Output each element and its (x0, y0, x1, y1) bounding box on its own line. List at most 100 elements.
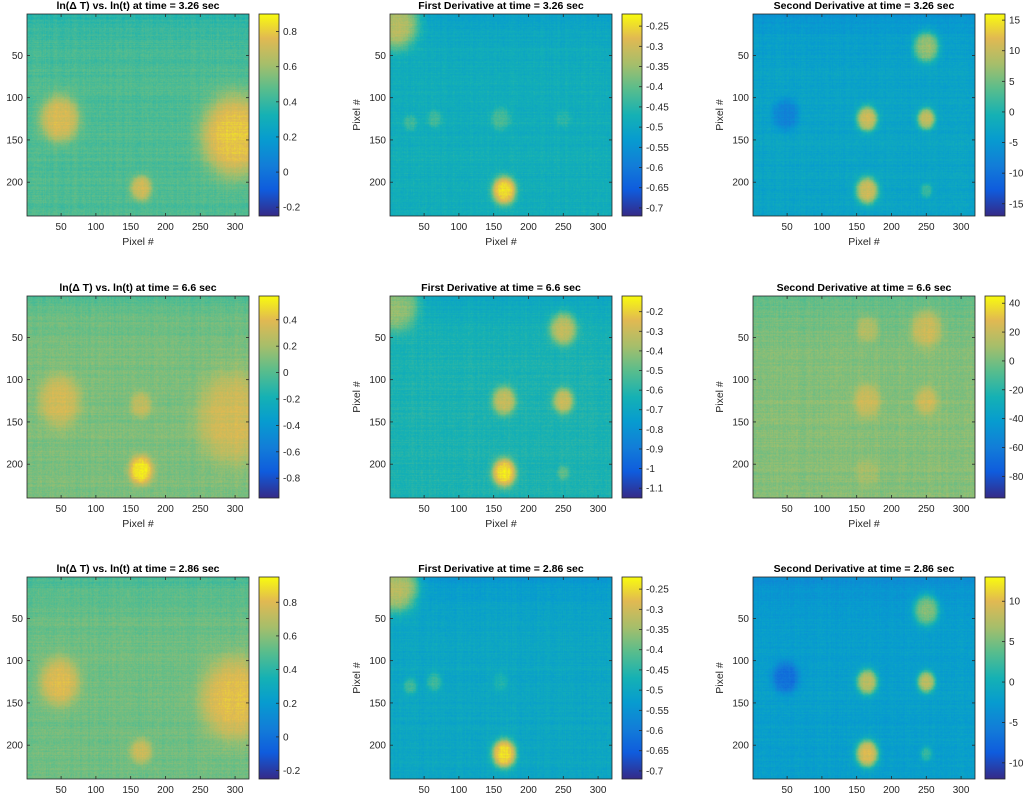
y-tick-label: 200 (369, 178, 386, 189)
x-tick-label: 150 (848, 222, 865, 233)
x-tick-label: 300 (590, 222, 607, 233)
colorbar-tick-label: -5 (1009, 718, 1018, 729)
x-tick-label: 50 (419, 222, 431, 233)
colorbar-tick-label: 0 (283, 732, 289, 743)
colorbar-tick-label: -1 (646, 464, 655, 475)
colorbar-tick-label: -15 (1009, 199, 1024, 210)
y-tick-label: 200 (6, 741, 23, 752)
x-tick-label: 250 (192, 785, 209, 795)
x-tick-label: 100 (814, 504, 831, 515)
axes-box (389, 13, 613, 217)
y-axis-label: Pixel # (351, 99, 363, 131)
axes-box (26, 295, 250, 499)
x-tick-label: 300 (953, 785, 970, 795)
x-tick-label: 100 (451, 222, 468, 233)
colorbar-tick-label: -0.2 (646, 307, 664, 318)
colorbar-tick-label: 20 (1009, 328, 1021, 339)
colorbar-tick-label: 0.4 (283, 315, 297, 326)
y-tick-label: 150 (6, 698, 23, 709)
colorbar-tick-label: -0.7 (646, 766, 664, 777)
y-tick-label: 50 (375, 51, 387, 62)
colorbar-tick-label: -10 (1009, 758, 1024, 769)
y-tick-label: 200 (6, 460, 23, 471)
colorbar-tick-label: -0.4 (646, 82, 664, 93)
y-tick-label: 50 (738, 51, 750, 62)
colorbar (258, 576, 280, 780)
x-tick-label: 50 (419, 785, 431, 795)
x-tick-label: 250 (555, 504, 572, 515)
y-tick-label: 100 (369, 375, 386, 386)
colorbar-tick-label: -0.8 (283, 474, 301, 485)
y-tick-label: 200 (732, 460, 749, 471)
x-tick-label: 200 (157, 504, 174, 515)
colorbar-tick-label: -0.7 (646, 203, 664, 214)
colorbar-tick-label: 10 (1009, 597, 1021, 608)
y-axis-label: Pixel # (714, 99, 726, 131)
x-tick-label: 200 (883, 785, 900, 795)
x-tick-label: 250 (555, 785, 572, 795)
x-axis-label: Pixel # (848, 518, 880, 530)
colorbar-tick-label: -0.55 (646, 143, 669, 154)
colorbar-tick-label: -0.55 (646, 706, 669, 717)
colorbar-tick-label: -40 (1009, 414, 1024, 425)
panel-title: Second Derivative at time = 2.86 sec (774, 563, 955, 575)
x-tick-label: 250 (918, 504, 935, 515)
x-tick-label: 50 (419, 504, 431, 515)
x-tick-label: 300 (590, 785, 607, 795)
y-tick-label: 50 (738, 614, 750, 625)
colorbar-tick-label: 40 (1009, 299, 1021, 310)
y-tick-label: 50 (375, 333, 387, 344)
axes-box (389, 576, 613, 780)
panel-title: ln(Δ T) vs. ln(t) at time = 6.6 sec (59, 282, 216, 294)
colorbar-tick-label: -0.25 (646, 22, 669, 33)
y-tick-label: 100 (6, 375, 23, 386)
x-tick-label: 300 (227, 222, 244, 233)
colorbar-tick-label: -0.2 (283, 203, 301, 214)
colorbar-tick-label: 0 (1009, 107, 1015, 118)
x-tick-label: 150 (848, 504, 865, 515)
y-tick-label: 150 (6, 135, 23, 146)
colorbar-tick-label: 0.6 (283, 631, 297, 642)
y-tick-label: 100 (6, 656, 23, 667)
heatmap-image (27, 296, 249, 498)
y-tick-label: 200 (732, 178, 749, 189)
colorbar-tick-label: -0.4 (283, 421, 301, 432)
colorbar-tick-label: 15 (1009, 16, 1021, 27)
panel-title: First Derivative at time = 6.6 sec (421, 282, 581, 294)
x-tick-label: 50 (56, 222, 68, 233)
y-axis-label: Pixel # (351, 662, 363, 694)
y-tick-label: 150 (369, 698, 386, 709)
colorbar-tick-label: -10 (1009, 169, 1024, 180)
heatmap-image (753, 296, 975, 498)
colorbar (258, 13, 280, 217)
colorbar-tick-label: -0.6 (283, 447, 301, 458)
colorbar-tick-label: -0.25 (646, 585, 669, 596)
colorbar-tick-label: -0.6 (646, 386, 664, 397)
x-tick-label: 300 (227, 504, 244, 515)
colorbar-tick-label: -0.6 (646, 163, 664, 174)
panel-title: ln(Δ T) vs. ln(t) at time = 3.26 sec (56, 0, 219, 12)
colorbar (984, 295, 1006, 499)
colorbar-tick-label: -0.4 (646, 645, 664, 656)
colorbar-tick-label: 5 (1009, 637, 1015, 648)
x-tick-label: 250 (918, 785, 935, 795)
heatmap-panel-7: ln(Δ T) vs. ln(t) at time = 2.86 sec 50 10… (6, 563, 300, 795)
x-tick-label: 250 (192, 504, 209, 515)
x-tick-label: 300 (953, 504, 970, 515)
y-tick-label: 50 (12, 333, 24, 344)
colorbar-tick-label: 0 (283, 368, 289, 379)
x-tick-label: 100 (88, 504, 105, 515)
colorbar-tick-label: 0.2 (283, 342, 297, 353)
x-tick-label: 50 (782, 504, 794, 515)
colorbar-tick-label: 0 (1009, 356, 1015, 367)
colorbar-tick-label: -0.3 (646, 605, 664, 616)
x-tick-label: 250 (192, 222, 209, 233)
colorbar-tick-label: -0.65 (646, 746, 669, 757)
colorbar-tick-label: 0 (1009, 678, 1015, 689)
colorbar-tick-label: 0.2 (283, 132, 297, 143)
y-tick-label: 150 (6, 417, 23, 428)
colorbar-tick-label: -0.35 (646, 62, 669, 73)
x-tick-label: 200 (520, 504, 537, 515)
